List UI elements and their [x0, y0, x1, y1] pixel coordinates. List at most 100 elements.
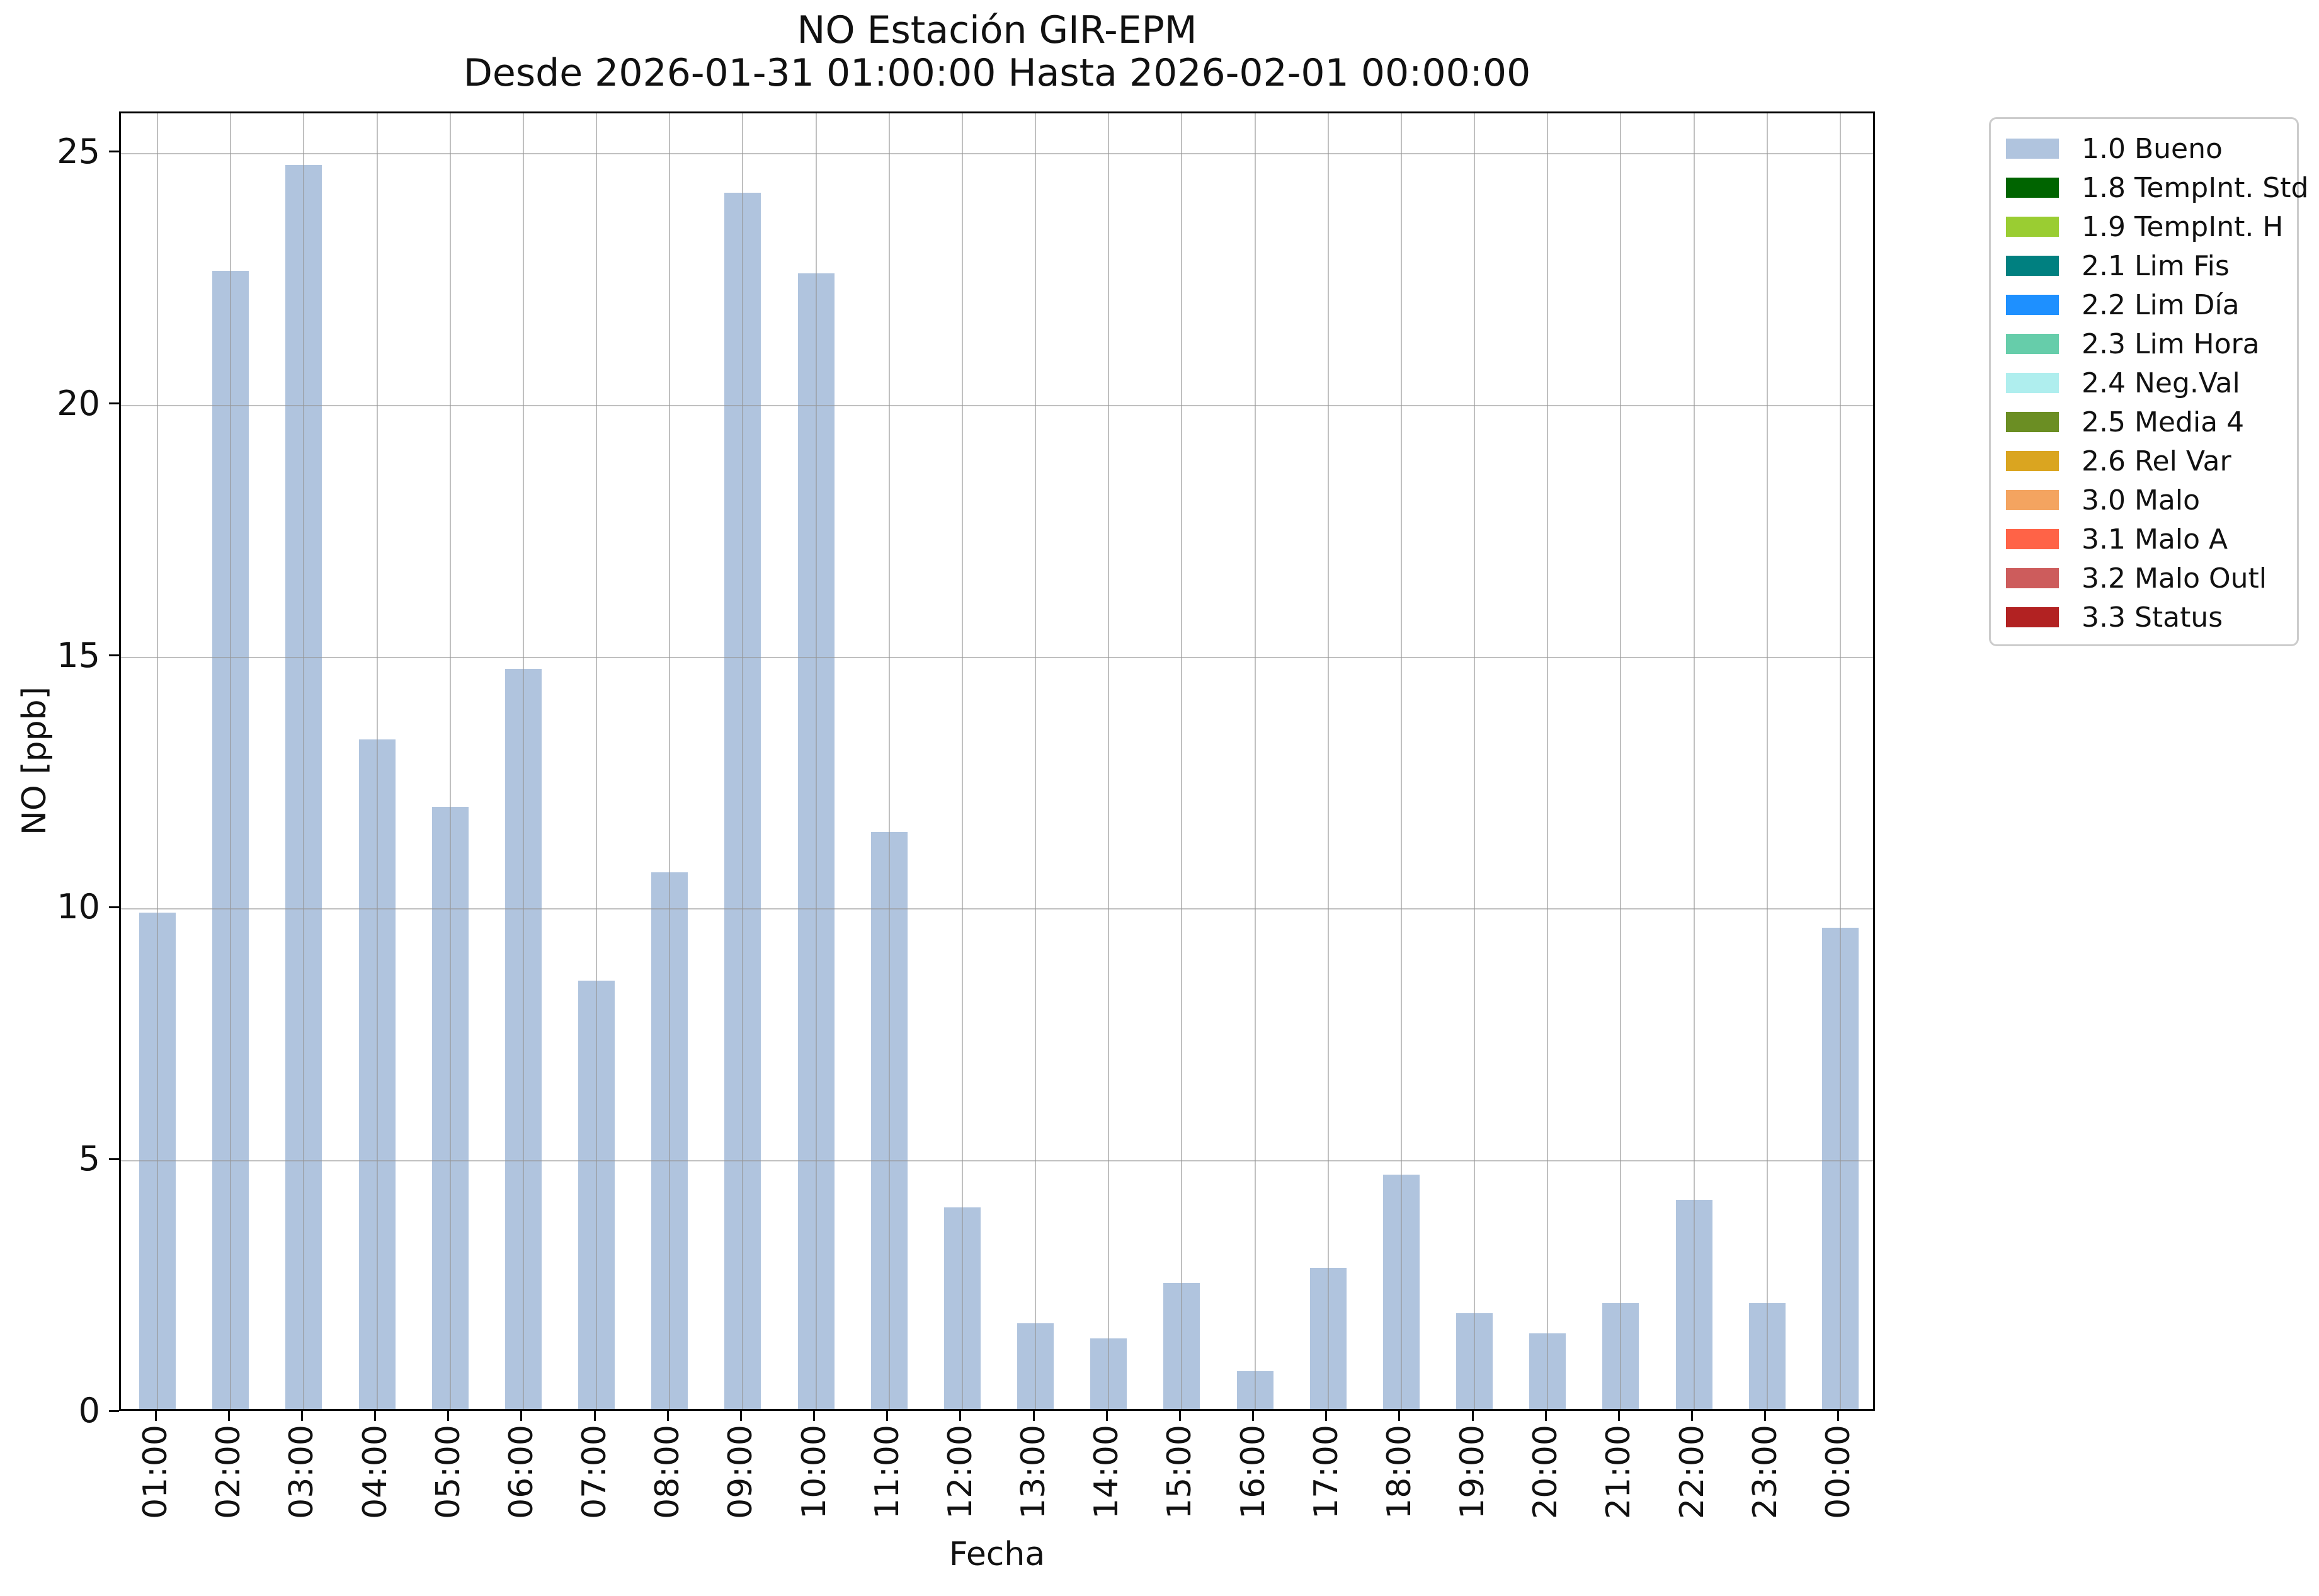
bar-23:00	[1748, 1303, 1786, 1409]
legend-label: 2.1 Lim Fis	[2082, 249, 2230, 282]
x-tick-label-12:00: 12:00	[941, 1425, 979, 1519]
bar-19:00	[1456, 1313, 1493, 1409]
x-tick-mark	[1544, 1411, 1547, 1421]
x-axis-label: Fecha	[949, 1536, 1046, 1573]
bar-18:00	[1382, 1175, 1420, 1409]
y-tick-label-20: 20	[57, 383, 100, 423]
x-tick-mark	[1325, 1411, 1328, 1421]
legend-swatch-icon	[2006, 607, 2059, 627]
x-tick-label-09:00: 09:00	[722, 1425, 760, 1519]
x-tick-mark	[447, 1411, 450, 1421]
y-tick-mark	[109, 654, 119, 657]
chart-title: NO Estación GIR-EPM	[797, 8, 1197, 52]
legend-label: 1.9 TempInt. H	[2082, 210, 2284, 243]
x-tick-label-07:00: 07:00	[576, 1425, 614, 1519]
legend-label: 3.1 Malo A	[2082, 523, 2228, 556]
bar-05:00	[431, 807, 469, 1409]
bar-21:00	[1602, 1303, 1639, 1409]
y-tick-label-15: 15	[57, 635, 100, 675]
x-tick-mark	[666, 1411, 669, 1421]
legend-label: 2.6 Rel Var	[2082, 445, 2231, 477]
x-tick-label-16:00: 16:00	[1234, 1425, 1272, 1519]
y-tick-mark	[109, 1158, 119, 1160]
x-tick-mark	[1252, 1411, 1255, 1421]
legend-label: 1.0 Bueno	[2082, 132, 2223, 165]
x-tick-label-02:00: 02:00	[210, 1425, 248, 1519]
x-tick-label-19:00: 19:00	[1454, 1425, 1492, 1519]
legend-item-3.3 Status: 3.3 Status	[1991, 598, 2297, 637]
x-tick-label-21:00: 21:00	[1600, 1425, 1638, 1519]
x-tick-label-22:00: 22:00	[1673, 1425, 1711, 1519]
legend-item-3.0 Malo: 3.0 Malo	[1991, 481, 2297, 520]
bar-06:00	[504, 668, 542, 1409]
bar-01:00	[139, 913, 176, 1409]
x-tick-mark	[886, 1411, 889, 1421]
bar-13:00	[1017, 1323, 1054, 1409]
bar-14:00	[1090, 1338, 1127, 1409]
y-tick-label-25: 25	[57, 131, 100, 171]
legend-swatch-icon	[2006, 217, 2059, 237]
x-tick-label-06:00: 06:00	[502, 1425, 540, 1519]
x-tick-label-18:00: 18:00	[1380, 1425, 1418, 1519]
plot-area	[119, 111, 1875, 1411]
x-tick-label-23:00: 23:00	[1746, 1425, 1784, 1519]
y-tick-mark	[109, 1410, 119, 1412]
bar-17:00	[1309, 1268, 1347, 1409]
x-tick-label-20:00: 20:00	[1527, 1425, 1565, 1519]
x-tick-mark	[1032, 1411, 1035, 1421]
legend-label: 2.3 Lim Hora	[2082, 328, 2260, 360]
legend-swatch-icon	[2006, 256, 2059, 276]
legend-label: 3.2 Malo Outl	[2082, 562, 2267, 595]
legend: 1.0 Bueno 1.8 TempInt. Std 1.9 TempInt. H 2…	[1989, 117, 2308, 646]
x-tick-mark	[1105, 1411, 1108, 1421]
x-tick-label-13:00: 13:00	[1015, 1425, 1053, 1519]
legend-item-2.6 Rel Var: 2.6 Rel Var	[1991, 442, 2297, 481]
legend-swatch-icon	[2006, 373, 2059, 393]
x-tick-label-15:00: 15:00	[1161, 1425, 1199, 1519]
x-tick-mark	[1837, 1411, 1840, 1421]
x-tick-mark	[1764, 1411, 1767, 1421]
x-tick-label-17:00: 17:00	[1307, 1425, 1345, 1519]
legend-swatch-icon	[2006, 295, 2059, 315]
x-tick-label-10:00: 10:00	[795, 1425, 833, 1519]
legend-item-3.2 Malo Outl: 3.2 Malo Outl	[1991, 559, 2297, 598]
x-tick-mark	[813, 1411, 816, 1421]
bar-03:00	[285, 164, 322, 1409]
x-tick-mark	[593, 1411, 596, 1421]
y-axis-label: NO [ppb]	[16, 687, 54, 835]
x-tick-label-03:00: 03:00	[283, 1425, 321, 1519]
bar-12:00	[943, 1207, 981, 1409]
x-tick-mark	[227, 1411, 230, 1421]
legend-item-2.1 Lim Fis: 2.1 Lim Fis	[1991, 246, 2297, 285]
legend-label: 2.2 Lim Día	[2082, 288, 2240, 321]
bar-08:00	[651, 872, 688, 1409]
y-tick-label-0: 0	[78, 1391, 100, 1430]
bar-00:00	[1821, 928, 1859, 1409]
legend-label: 3.0 Malo	[2082, 484, 2201, 516]
legend-label: 2.4 Neg.Val	[2082, 367, 2240, 399]
legend-item-1.8 TempInt. Std: 1.8 TempInt. Std	[1991, 168, 2308, 207]
legend-item-3.1 Malo A: 3.1 Malo A	[1991, 520, 2297, 559]
legend-item-2.4 Neg.Val: 2.4 Neg.Val	[1991, 363, 2297, 402]
legend-swatch-icon	[2006, 334, 2059, 354]
legend-item-1.0 Bueno: 1.0 Bueno	[1991, 129, 2297, 168]
bar-15:00	[1163, 1283, 1200, 1409]
x-tick-mark	[1471, 1411, 1474, 1421]
legend-item-2.2 Lim Día: 2.2 Lim Día	[1991, 285, 2297, 324]
legend-item-2.3 Lim Hora: 2.3 Lim Hora	[1991, 324, 2297, 363]
y-tick-label-10: 10	[57, 887, 100, 927]
y-tick-mark	[109, 906, 119, 908]
bar-07:00	[578, 981, 615, 1409]
bar-09:00	[724, 192, 761, 1409]
x-tick-label-05:00: 05:00	[429, 1425, 467, 1519]
legend-label: 3.3 Status	[2082, 601, 2223, 634]
chart-title-block: NO Estación GIR-EPM Desde 2026-01-31 01:…	[119, 9, 1875, 94]
legend-item-2.5 Media 4: 2.5 Media 4	[1991, 402, 2297, 442]
y-tick-label-5: 5	[78, 1139, 100, 1179]
x-tick-mark	[1398, 1411, 1401, 1421]
legend-label: 1.8 TempInt. Std	[2082, 171, 2309, 204]
x-tick-label-00:00: 00:00	[1819, 1425, 1857, 1519]
x-tick-label-01:00: 01:00	[137, 1425, 175, 1519]
x-tick-mark	[1178, 1411, 1181, 1421]
